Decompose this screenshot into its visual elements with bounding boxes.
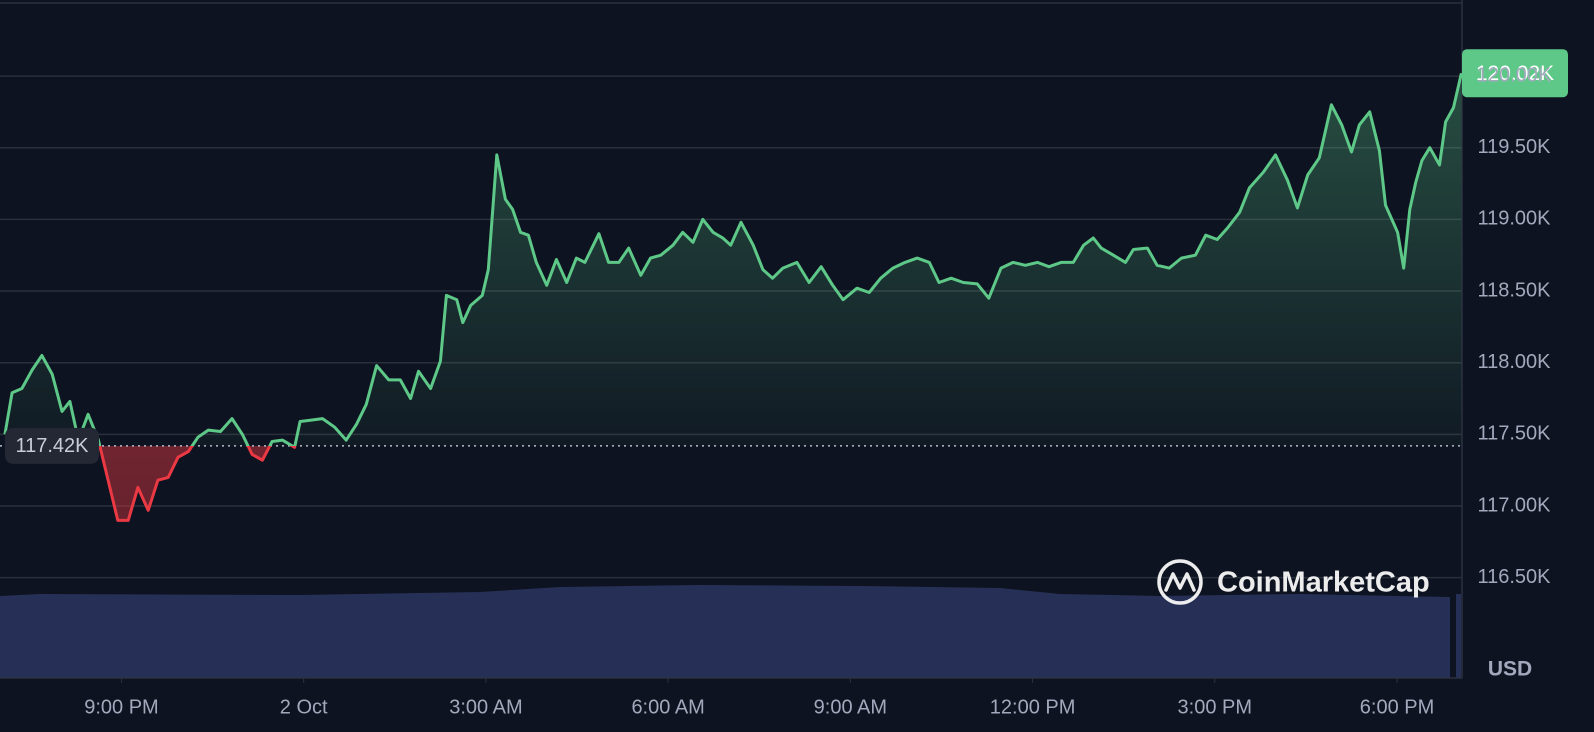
watermark: CoinMarketCap bbox=[1157, 559, 1430, 605]
x-tick-label: 9:00 PM bbox=[84, 696, 158, 718]
x-tick-label: 3:00 AM bbox=[449, 696, 522, 718]
last-price-tag bbox=[1462, 49, 1568, 98]
y-tick-label: 116.50K bbox=[1477, 566, 1551, 588]
logo-mark bbox=[1164, 572, 1196, 592]
last-price-label: 120.02K bbox=[1476, 62, 1554, 85]
volume-band bbox=[0, 585, 1450, 678]
y-tick-label: 119.50K bbox=[1477, 136, 1551, 158]
currency-label: USD bbox=[1488, 658, 1532, 681]
y-tick-label: 118.50K bbox=[1477, 279, 1551, 301]
price-area bbox=[4, 73, 1462, 521]
x-tick-label: 9:00 AM bbox=[814, 696, 887, 718]
volume-bar bbox=[1456, 594, 1461, 678]
x-tick-label: 2 Oct bbox=[280, 696, 328, 718]
x-tick-label: 6:00 AM bbox=[631, 696, 704, 718]
y-tick-label: 117.00K bbox=[1477, 494, 1551, 516]
plot: 117.42K 120.02K bbox=[0, 49, 1568, 522]
y-tick-label: 118.00K bbox=[1477, 351, 1551, 373]
labels: 116.50K 117.00K 117.50K 118.00K 118.50K 119.0… bbox=[84, 64, 1552, 718]
logo-ring bbox=[1157, 559, 1203, 605]
baseline-tag bbox=[5, 427, 99, 464]
y-tick-label: 119.00K bbox=[1477, 208, 1551, 230]
watermark-text: CoinMarketCap bbox=[1217, 567, 1430, 599]
x-tick-label: 12:00 PM bbox=[990, 696, 1076, 718]
y-tick-label: 117.50K bbox=[1477, 423, 1551, 445]
baseline-tag-label: 117.42K bbox=[15, 435, 89, 457]
price-line bbox=[3, 72, 1463, 522]
x-tick-label: 3:00 PM bbox=[1178, 696, 1252, 718]
x-tick-label: 6:00 PM bbox=[1360, 696, 1434, 718]
y-tick-label: 120.00K bbox=[1477, 64, 1552, 86]
